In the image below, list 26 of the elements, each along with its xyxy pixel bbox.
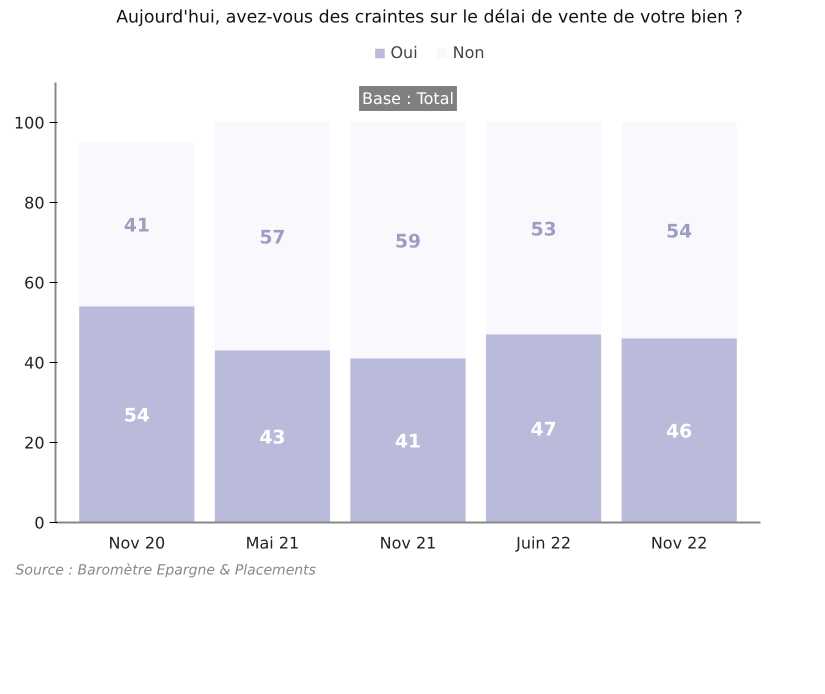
source-note: Source : Baromètre Epargne & Placements <box>16 562 316 578</box>
annotation: Base : Total <box>362 89 454 108</box>
y-tick-label: 40 <box>24 354 44 372</box>
legend-label: Oui <box>390 43 418 62</box>
y-tick-label: 60 <box>24 274 44 292</box>
data-label: 57 <box>259 228 286 248</box>
x-tick-label: Nov 21 <box>380 534 436 552</box>
y-tick-label: 80 <box>24 194 44 212</box>
data-label: 43 <box>259 428 286 448</box>
data-label: 59 <box>395 232 421 252</box>
x-tick-label: Juin 22 <box>515 534 572 552</box>
data-label: 41 <box>124 216 150 236</box>
x-tick-label: Mai 21 <box>246 534 300 552</box>
legend-label: Non <box>452 43 485 62</box>
data-label: 47 <box>530 420 557 440</box>
data-label: 41 <box>395 432 421 452</box>
data-label: 46 <box>666 422 692 442</box>
data-label: 54 <box>666 222 692 242</box>
x-tick-label: Nov 22 <box>650 534 708 552</box>
y-tick-label: 100 <box>14 114 45 132</box>
x-tick-label: Nov 20 <box>108 534 166 552</box>
y-tick-label: 20 <box>24 434 44 452</box>
y-tick-label: 0 <box>34 514 45 532</box>
data-label: 54 <box>124 406 150 426</box>
chart-title: Aujourd'hui, avez-vous des craintes sur le délai de vente de votre bien ? <box>116 8 743 28</box>
data-label: 53 <box>530 220 557 240</box>
